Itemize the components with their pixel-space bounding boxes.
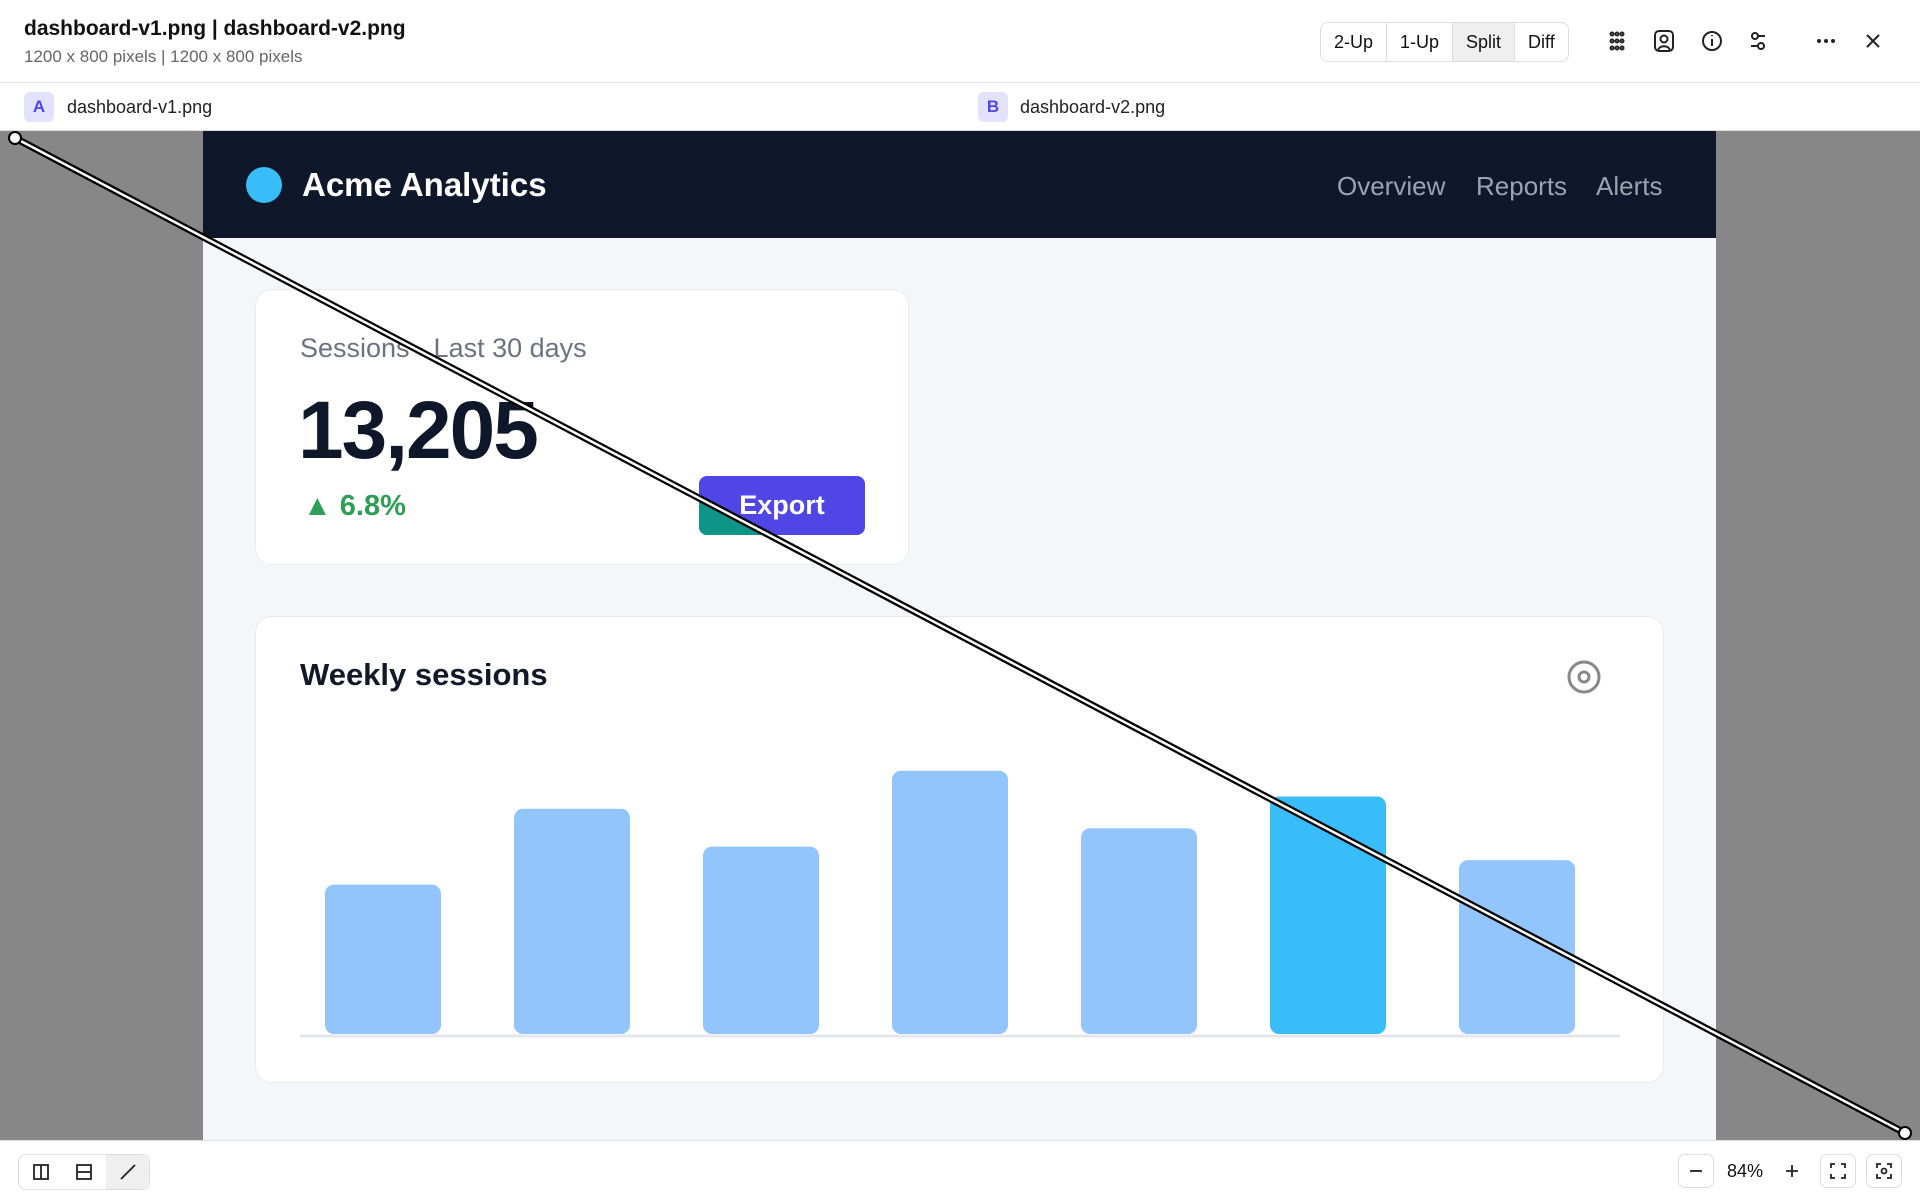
nav-item[interactable]: Alerts [1596,171,1663,201]
nav-item[interactable]: Overview [1337,171,1446,201]
image-viewer: Acme Analytics Overview Reports Alerts S… [0,131,1920,1140]
view-mode-button[interactable]: Diff [1528,32,1555,52]
bar [1270,796,1386,1034]
chart-card: Weekly sessions [255,616,1664,1083]
tab-badge: B [978,92,1008,122]
dashboard-header: Acme Analytics Overview Reports Alerts [203,131,1716,238]
bar [325,884,441,1034]
split-line[interactable] [0,131,1920,1140]
window-subtitle: 1200 x 800 pixels | 1200 x 800 pixels [24,47,303,66]
toolbar-icons [1609,30,1880,52]
bottom-bar: 84% [0,1140,1920,1200]
nav-item[interactable]: Reports [1476,171,1568,201]
stat-value: 13,205 [298,385,539,476]
view-mode-button[interactable]: Split [1453,23,1516,61]
bar [1081,828,1197,1034]
target-icon[interactable] [1566,659,1606,699]
zoom-level: 84% [1726,1161,1764,1181]
window-title: dashboard-v1.png | dashboard-v2.png [24,17,406,40]
tab-row: A dashboard-v1.png B dashboard-v2.png [0,83,1920,131]
fit-screen[interactable] [1820,1154,1856,1188]
export-label: Export [739,490,825,520]
info-icon[interactable] [1702,31,1722,51]
view-modes: 2-Up 1-Up Split Diff [1320,22,1569,62]
adjust-icon[interactable] [1751,32,1765,50]
zoom-out[interactable] [1678,1154,1714,1188]
stat-card: Sessions · Last 30 days 13,205 ▲ 6.8% Ex… [255,289,909,565]
bar [703,846,819,1034]
bar [514,808,630,1034]
bar [892,770,1008,1034]
layout-buttons [18,1154,150,1190]
title-bar: dashboard-v1.png | dashboard-v2.png 1200… [0,0,1920,83]
tab-label[interactable]: dashboard-v2.png [1020,97,1166,117]
brand-dot [246,167,282,203]
view-mode-button[interactable]: 1-Up [1387,23,1454,61]
actual-size[interactable] [1866,1154,1902,1188]
bar-chart [300,770,1620,1038]
brand: Acme Analytics [302,166,547,203]
close-icon[interactable] [1866,34,1880,48]
zoom-in[interactable] [1774,1154,1810,1188]
bar [1459,860,1575,1034]
chart-title: Weekly sessions [300,657,548,692]
stat-change: ▲ 6.8% [303,490,406,522]
tab-badge: A [24,92,54,122]
view-mode-button[interactable]: 2-Up [1321,23,1388,61]
more-icon[interactable] [1817,39,1835,43]
dashboard-image: Acme Analytics Overview Reports Alerts S… [203,131,1716,1140]
grid-icon[interactable] [1609,31,1625,51]
tab-label[interactable]: dashboard-v1.png [67,97,213,117]
layout-horizontal[interactable] [62,1155,105,1189]
layout-diagonal[interactable] [105,1155,149,1189]
stat-title: Sessions · Last 30 days [300,333,587,363]
layout-vertical[interactable] [19,1155,62,1189]
person-icon[interactable] [1654,30,1674,52]
